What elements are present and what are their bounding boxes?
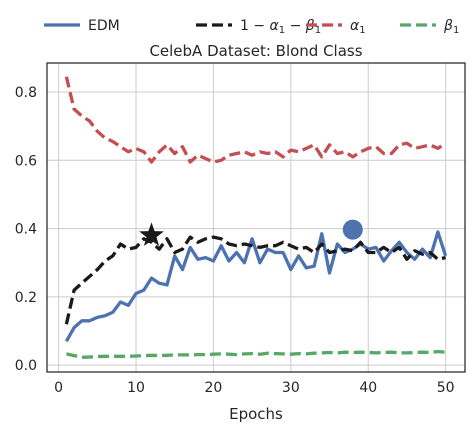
- plot-frame: [46, 62, 466, 373]
- chart-title: CelebA Dataset: Blond Class: [149, 42, 362, 60]
- y-tick-label: 0.8: [15, 85, 37, 101]
- x-tick-label: 50: [437, 380, 455, 396]
- star-marker: [139, 222, 164, 246]
- series-layer: [64, 76, 448, 359]
- y-tick-label: 0.6: [15, 153, 37, 169]
- series-line-0: [64, 230, 448, 343]
- marker-layer: [139, 219, 363, 246]
- series-line-1: [64, 235, 446, 325]
- legend-label: EDM: [88, 18, 120, 34]
- gridlines: [47, 63, 465, 372]
- legend-label: β1: [443, 18, 459, 36]
- y-tick-label: 0.2: [15, 290, 37, 306]
- y-tick-labels: 0.0 0.2 0.4 0.6 0.8: [15, 85, 37, 374]
- legend: EDM 1 − α1 − β1 α1 β1: [44, 18, 459, 36]
- y-tick-label: 0.0: [15, 358, 37, 374]
- x-tick-label: 20: [205, 380, 223, 396]
- legend-label: α1: [350, 18, 366, 36]
- y-tick-label: 0.4: [15, 222, 37, 238]
- x-tick-label: 0: [54, 380, 63, 396]
- x-tick-labels: 0 10 20 30 40 50: [54, 380, 454, 396]
- series-line-2: [64, 76, 447, 164]
- series-line-3: [66, 349, 446, 359]
- legend-label: 1 − α1 − β1: [240, 18, 321, 36]
- x-tick-label: 10: [127, 380, 145, 396]
- circle-marker: [342, 219, 363, 240]
- x-tick-label: 40: [359, 380, 377, 396]
- x-axis-label: Epochs: [229, 405, 283, 423]
- x-tick-label: 30: [282, 380, 300, 396]
